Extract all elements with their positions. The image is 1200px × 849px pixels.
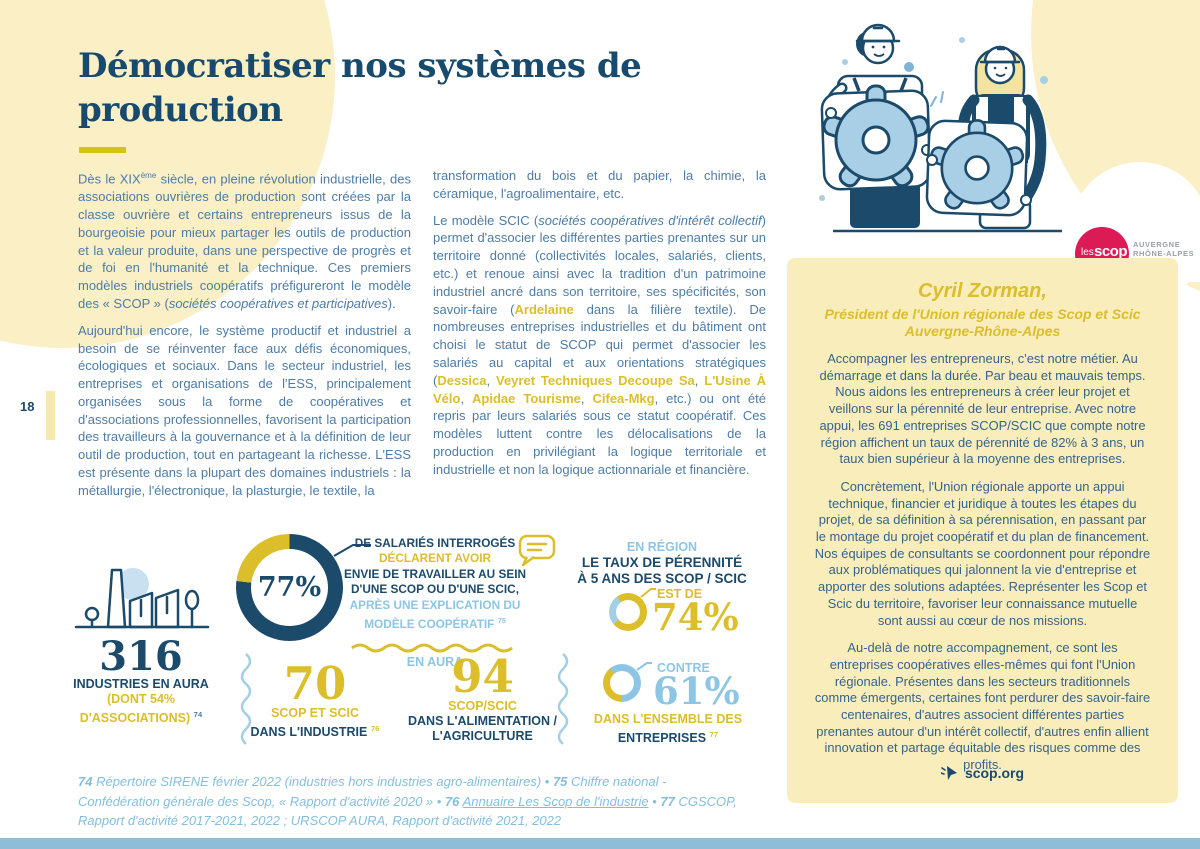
title-underline bbox=[79, 147, 126, 153]
testimonial-paragraph: Concrètement, l'Union régionale apporte … bbox=[814, 478, 1151, 628]
testimonial-box: Cyril Zorman, Président de l'Union régio… bbox=[787, 258, 1178, 803]
scop-org-link-row: scop.org bbox=[787, 764, 1178, 782]
paragraph: Aujourd'hui encore, le système productif… bbox=[78, 322, 411, 498]
paragraph: transformation du bois et du papier, la … bbox=[433, 168, 766, 201]
all-companies-prefix: CONTRE bbox=[657, 661, 710, 675]
stat-94-number: 94 bbox=[451, 650, 514, 703]
all-companies-caption: DANS L'ENSEMBLE DES ENTREPRISES 77 bbox=[593, 712, 743, 746]
speech-bubble-icon bbox=[518, 534, 556, 567]
cursor-icon bbox=[940, 766, 957, 780]
stat-food-scop: 94 SCOP/SCIC DANS L'ALIMENTATION / L'AGR… bbox=[407, 650, 558, 743]
stat-industries: 316 INDUSTRIES EN AURA (DONT 54% D'ASSOC… bbox=[73, 633, 209, 726]
stat-70-number: 70 bbox=[283, 657, 347, 710]
scop-org-link[interactable]: scop.org bbox=[964, 765, 1025, 781]
perennity-value: 74% bbox=[652, 595, 739, 639]
perennity-prefix: EST DE bbox=[657, 587, 703, 601]
paragraph: Dès le XIXème siècle, en pleine révoluti… bbox=[78, 171, 411, 311]
workers-gears-illustration bbox=[819, 23, 1062, 233]
article-column-1: Dès le XIXème siècle, en pleine révoluti… bbox=[78, 167, 411, 509]
footnote-link-annuaire[interactable]: Annuaire Les Scop de l'industrie bbox=[462, 793, 649, 809]
factory-icon bbox=[74, 568, 210, 629]
footnotes: 74 Répertoire SIRENE février 2022 (indus… bbox=[78, 774, 737, 828]
testimonial-paragraph: Au-delà de notre accompagnement, ce sont… bbox=[814, 640, 1151, 773]
aura-section-label: EN AURA bbox=[406, 655, 464, 669]
donut-chart-74 bbox=[609, 593, 647, 631]
paragraph: Le modèle SCIC (sociétés coopératives d'… bbox=[433, 212, 766, 477]
all-companies-value: 61% bbox=[653, 669, 740, 713]
page-number: 18 bbox=[20, 399, 35, 414]
survey-caption: DE SALARIÉS INTERROGÉS DÉCLARENT AVOIR E… bbox=[344, 536, 526, 631]
testimonial-name: Cyril Zorman, bbox=[918, 280, 1047, 302]
testimonial-role: Président de l'Union régionale des Scop … bbox=[824, 306, 1141, 339]
testimonial-paragraph: Accompagner les entrepreneurs, c'est not… bbox=[819, 351, 1146, 467]
donut-chart-77: 77% bbox=[236, 534, 343, 641]
page-number-marker bbox=[46, 391, 55, 440]
donut-77-value: 77% bbox=[257, 572, 322, 603]
region-section-header: EN RÉGION LE TAUX DE PÉRENNITÉ À 5 ANS D… bbox=[577, 540, 747, 586]
page-title: Démocratiser nos systèmes de production bbox=[78, 46, 642, 130]
donut-chart-61 bbox=[603, 664, 641, 702]
stat-industries-number: 316 bbox=[99, 633, 183, 680]
logo-les-text: les bbox=[1081, 247, 1094, 258]
bottom-accent-bar bbox=[0, 838, 1200, 849]
logo-scop-text: scop bbox=[1094, 243, 1128, 260]
logo-region-text: AUVERGNE RHÔNE-ALPES bbox=[1133, 240, 1195, 258]
stat-industry-scop: 70 SCOP ET SCIC DANS L'INDUSTRIE 76 bbox=[250, 657, 380, 740]
article-column-2: transformation du bois et du papier, la … bbox=[433, 167, 766, 488]
